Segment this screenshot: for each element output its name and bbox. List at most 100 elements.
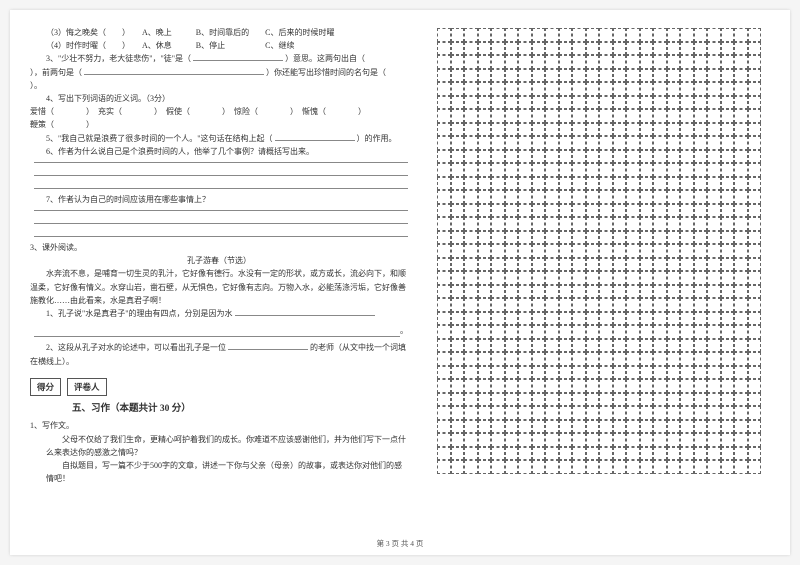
- grid-cell: [451, 96, 465, 110]
- grid-cell: [721, 217, 735, 231]
- grid-cell: [559, 109, 573, 123]
- q3b-text-b: ）意思。这两句出自（: [285, 54, 365, 63]
- grid-row: [437, 406, 761, 420]
- answer-line: [30, 223, 408, 224]
- grid-cell: [532, 325, 546, 339]
- grid-cell: [721, 366, 735, 380]
- grid-cell: [640, 271, 654, 285]
- grid-cell: [626, 150, 640, 164]
- grid-cell: [437, 285, 451, 299]
- grid-cell: [707, 109, 721, 123]
- grid-cell: [491, 285, 505, 299]
- grid-cell: [640, 55, 654, 69]
- grid-cell: [437, 420, 451, 434]
- grid-cell: [734, 460, 748, 474]
- grid-cell: [694, 460, 708, 474]
- grid-cell: [572, 69, 586, 83]
- q5-text-b: ）的作用。: [357, 134, 397, 143]
- grid-cell: [748, 55, 762, 69]
- grid-cell: [599, 433, 613, 447]
- grid-cell: [667, 82, 681, 96]
- grid-cell: [680, 420, 694, 434]
- blank-line: [34, 236, 408, 237]
- grid-cell: [707, 231, 721, 245]
- grid-cell: [559, 163, 573, 177]
- grid-cell: [532, 42, 546, 56]
- grid-cell: [667, 231, 681, 245]
- grid-cell: [640, 460, 654, 474]
- grid-cell: [721, 109, 735, 123]
- grid-cell: [559, 420, 573, 434]
- grid-cell: [532, 312, 546, 326]
- grid-cell: [640, 123, 654, 137]
- grid-cell: [505, 55, 519, 69]
- grid-row: [437, 460, 761, 474]
- grid-cell: [694, 136, 708, 150]
- section-5-title: 五、习作（本题共计 30 分）: [72, 402, 408, 418]
- grid-cell: [572, 42, 586, 56]
- grid-cell: [491, 379, 505, 393]
- grid-cell: [451, 244, 465, 258]
- grid-cell: [559, 366, 573, 380]
- grid-cell: [451, 109, 465, 123]
- grid-cell: [667, 258, 681, 272]
- grid-cell: [586, 433, 600, 447]
- grid-cell: [694, 96, 708, 110]
- grid-cell: [653, 379, 667, 393]
- grid-cell: [437, 69, 451, 83]
- grid-row: [437, 447, 761, 461]
- grid-cell: [640, 244, 654, 258]
- grid-row: [437, 42, 761, 56]
- grid-cell: [599, 177, 613, 191]
- grid-row: [437, 217, 761, 231]
- grid-cell: [559, 123, 573, 137]
- grid-cell: [734, 136, 748, 150]
- grid-cell: [464, 312, 478, 326]
- grid-cell: [478, 460, 492, 474]
- grid-cell: [707, 190, 721, 204]
- grid-cell: [640, 231, 654, 245]
- grid-cell: [599, 231, 613, 245]
- grid-cell: [451, 352, 465, 366]
- grid-cell: [613, 460, 627, 474]
- grid-cell: [559, 204, 573, 218]
- grid-cell: [586, 55, 600, 69]
- grid-cell: [680, 312, 694, 326]
- blank-line: [34, 162, 408, 163]
- grid-cell: [734, 258, 748, 272]
- grid-cell: [734, 109, 748, 123]
- grid-cell: [491, 393, 505, 407]
- grid-cell: [680, 28, 694, 42]
- grid-cell: [464, 96, 478, 110]
- grid-cell: [626, 393, 640, 407]
- grid-cell: [478, 109, 492, 123]
- grid-cell: [734, 420, 748, 434]
- grid-cell: [640, 312, 654, 326]
- grid-cell: [532, 177, 546, 191]
- grid-cell: [721, 244, 735, 258]
- grid-cell: [613, 406, 627, 420]
- grid-cell: [437, 460, 451, 474]
- grid-cell: [559, 28, 573, 42]
- grid-cell: [545, 339, 559, 353]
- grid-row: [437, 420, 761, 434]
- grid-cell: [559, 244, 573, 258]
- question-4b: 4、写出下列词语的近义词。（3分）: [30, 92, 408, 105]
- grid-cell: [451, 136, 465, 150]
- grid-cell: [464, 420, 478, 434]
- grid-cell: [613, 433, 627, 447]
- grid-cell: [707, 28, 721, 42]
- grid-cell: [734, 42, 748, 56]
- grid-cell: [653, 325, 667, 339]
- grid-cell: [451, 339, 465, 353]
- grid-cell: [640, 285, 654, 299]
- question-4: （4）时作时曜（ ） A、休息 B、停止 C、继续: [30, 39, 408, 52]
- grid-cell: [586, 42, 600, 56]
- grid-cell: [451, 163, 465, 177]
- grid-cell: [667, 177, 681, 191]
- grid-cell: [721, 285, 735, 299]
- grid-cell: [532, 217, 546, 231]
- grid-row: [437, 285, 761, 299]
- grid-cell: [559, 447, 573, 461]
- grid-cell: [478, 204, 492, 218]
